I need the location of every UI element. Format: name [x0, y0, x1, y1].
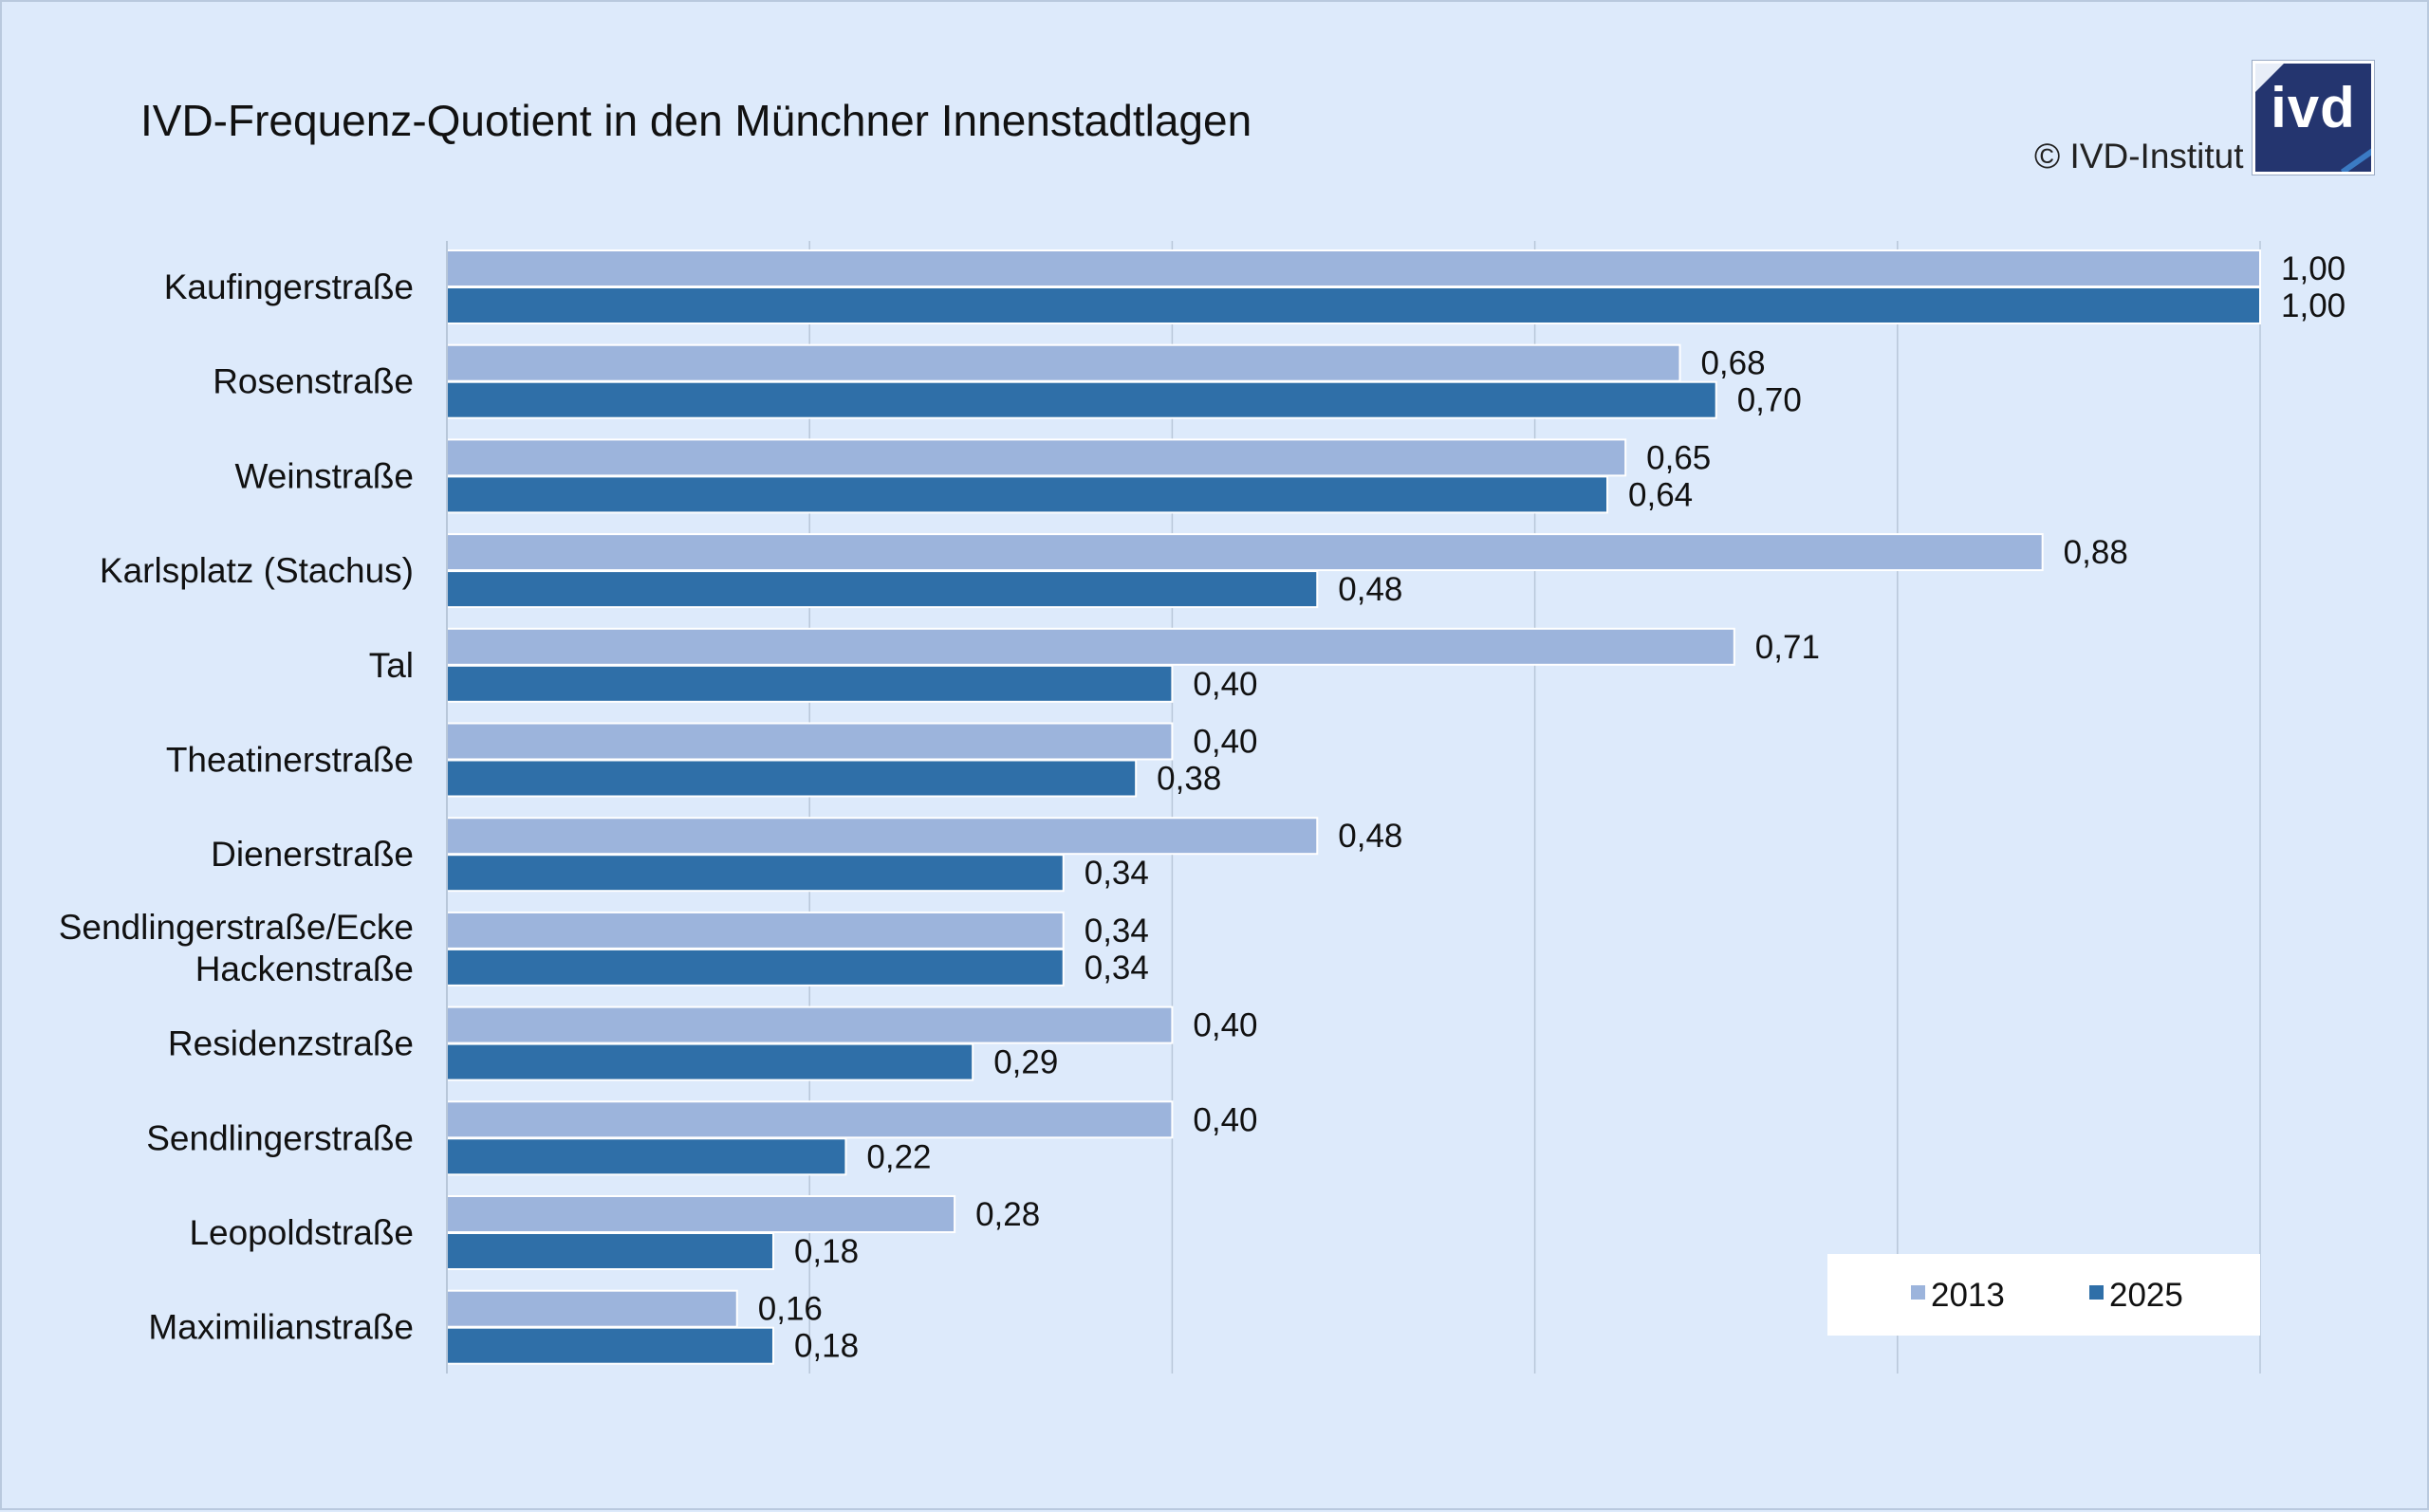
- bar-2013: [446, 722, 1174, 761]
- bar-2013: [446, 249, 2261, 287]
- data-label: 0,38: [1157, 761, 1221, 798]
- data-label: 0,18: [794, 1328, 859, 1365]
- bar-2013: [446, 1195, 956, 1233]
- bar-2013: [446, 1100, 1174, 1139]
- data-label: 0,16: [758, 1291, 823, 1328]
- bar-2025: [446, 1232, 774, 1270]
- bar-2025: [446, 854, 1065, 893]
- category-label: Residenzstraße: [168, 1024, 414, 1063]
- bar-2025: [446, 380, 1717, 419]
- data-label: 0,88: [2064, 534, 2128, 571]
- data-label: 0,64: [1628, 476, 1693, 513]
- copyright-text: © IVD-Institut: [2034, 137, 2244, 175]
- data-label: 0,48: [1338, 818, 1402, 855]
- bar-2013: [446, 343, 1681, 382]
- category-label: Maximilianstraße: [148, 1308, 414, 1347]
- category-label: Leopoldstraße: [189, 1213, 414, 1252]
- legend-label: 2025: [2109, 1277, 2183, 1314]
- category-label: Theatinerstraße: [166, 741, 414, 780]
- legend-swatch-2013: [1911, 1285, 1925, 1300]
- data-label: 0,71: [1755, 629, 1820, 666]
- data-label: 0,40: [1193, 724, 1257, 761]
- bar-2025: [446, 664, 1174, 703]
- data-label: 0,48: [1338, 571, 1402, 608]
- data-label: 0,40: [1193, 1007, 1257, 1044]
- data-label: 0,22: [866, 1138, 931, 1175]
- data-label: 0,18: [794, 1233, 859, 1270]
- bar-2025: [446, 475, 1609, 514]
- logo-text: ivd: [2271, 76, 2356, 139]
- category-label: Dienerstraße: [211, 835, 414, 874]
- data-label: 0,34: [1085, 913, 1149, 950]
- category-label: Kaufingerstraße: [164, 267, 414, 306]
- data-label: 0,29: [993, 1044, 1058, 1081]
- category-label: Tal: [369, 646, 414, 685]
- data-label: 0,28: [975, 1196, 1040, 1233]
- bar-2013: [446, 438, 1627, 477]
- data-label: 0,34: [1085, 855, 1149, 892]
- legend-box: [1827, 1254, 2260, 1336]
- data-label: 0,40: [1193, 666, 1257, 703]
- bar-2013: [446, 911, 1065, 950]
- bar-2025: [446, 1042, 974, 1081]
- legend-label: 2013: [1931, 1277, 2005, 1314]
- bar-2013: [446, 533, 2044, 572]
- bar-2013: [446, 817, 1319, 856]
- chart-title: IVD-Frequenz-Quotient in den Münchner In…: [140, 96, 1252, 145]
- category-label: Weinstraße: [235, 456, 415, 495]
- bar-2025: [446, 1137, 847, 1176]
- bar-2025: [446, 948, 1065, 986]
- data-label: 0,70: [1737, 382, 1802, 419]
- category-label: Karlsplatz (Stachus): [100, 551, 414, 590]
- data-label: 0,34: [1085, 950, 1149, 986]
- data-label: 0,65: [1646, 439, 1711, 476]
- bar-2013: [446, 1005, 1174, 1044]
- category-label: Sendlingerstraße/Ecke Hackenstraße: [59, 908, 414, 988]
- data-label: 1,00: [2281, 250, 2346, 287]
- category-label: Sendlingerstraße: [146, 1118, 414, 1157]
- bar-2025: [446, 570, 1319, 609]
- bar-2025: [446, 1326, 774, 1365]
- bar-2025: [446, 286, 2261, 324]
- data-label: 0,40: [1193, 1101, 1257, 1138]
- bar-2013: [446, 1289, 738, 1328]
- bar-2013: [446, 627, 1735, 666]
- category-label: Rosenstraße: [213, 362, 414, 401]
- ivd-logo: ivd: [2253, 61, 2374, 175]
- bar-2025: [446, 759, 1138, 798]
- data-label: 1,00: [2281, 287, 2346, 324]
- data-label: 0,68: [1700, 345, 1765, 382]
- legend-swatch-2025: [2089, 1285, 2104, 1300]
